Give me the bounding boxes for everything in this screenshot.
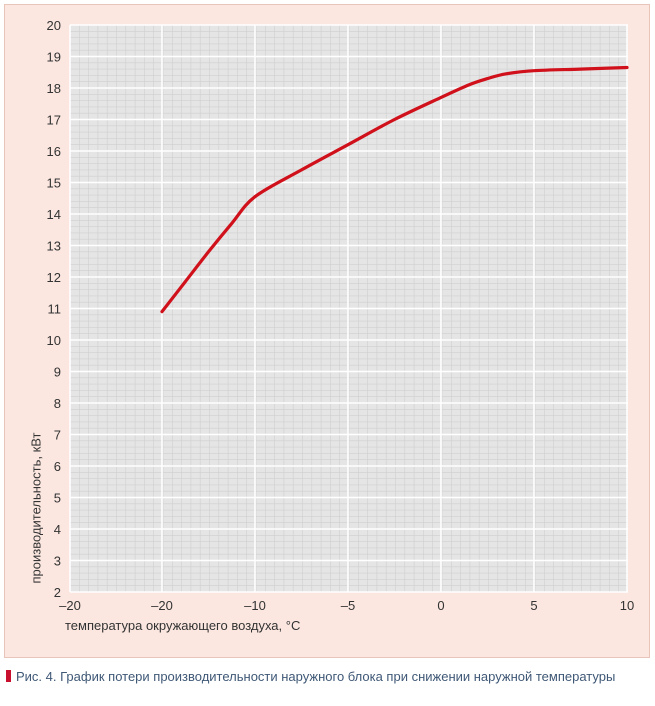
x-axis-label: температура окружающего воздуха, °С — [65, 618, 301, 633]
caption-text: График потери производительности наружно… — [60, 669, 616, 684]
y-tick-label: 19 — [47, 50, 61, 65]
series-line — [160, 65, 629, 314]
y-tick-label: 2 — [54, 585, 61, 600]
performance-chart: 2 3 4 5 6 7 8 9 10 11 12 13 14 15 16 17 18 19 20 –20 –20 –10 –… — [47, 18, 635, 613]
x-tick-label: –20 — [59, 598, 81, 613]
y-tick-label: 3 — [54, 554, 61, 569]
y-axis-label: производительность, кВт — [28, 432, 44, 584]
y-tick-label: 17 — [47, 113, 61, 128]
y-tick-label: 5 — [54, 491, 61, 506]
y-tick-label: 15 — [47, 176, 61, 191]
y-tick-label: 12 — [47, 270, 61, 285]
y-tick-label: 14 — [47, 207, 61, 222]
caption-marker — [6, 670, 11, 682]
y-tick-label: 4 — [54, 522, 61, 537]
y-tick-label: 9 — [54, 365, 61, 380]
x-tick-label: 10 — [620, 598, 634, 613]
x-tick-label: –20 — [151, 598, 173, 613]
x-tick-label: –10 — [244, 598, 266, 613]
y-tick-label: 8 — [54, 396, 61, 411]
x-tick-label: 5 — [530, 598, 537, 613]
y-tick-label: 13 — [47, 239, 61, 254]
x-tick-label: –5 — [341, 598, 355, 613]
y-tick-label: 18 — [47, 81, 61, 96]
y-tick-label: 20 — [47, 18, 61, 33]
caption-label: Рис. 4. — [16, 669, 57, 684]
figure-caption: Рис. 4. График потери производительности… — [6, 669, 648, 684]
y-tick-label: 16 — [47, 144, 61, 159]
y-tick-label: 7 — [54, 428, 61, 443]
y-tick-label: 6 — [54, 459, 61, 474]
x-tick-label: 0 — [437, 598, 444, 613]
y-tick-label: 10 — [47, 333, 61, 348]
y-tick-label: 11 — [48, 302, 62, 317]
